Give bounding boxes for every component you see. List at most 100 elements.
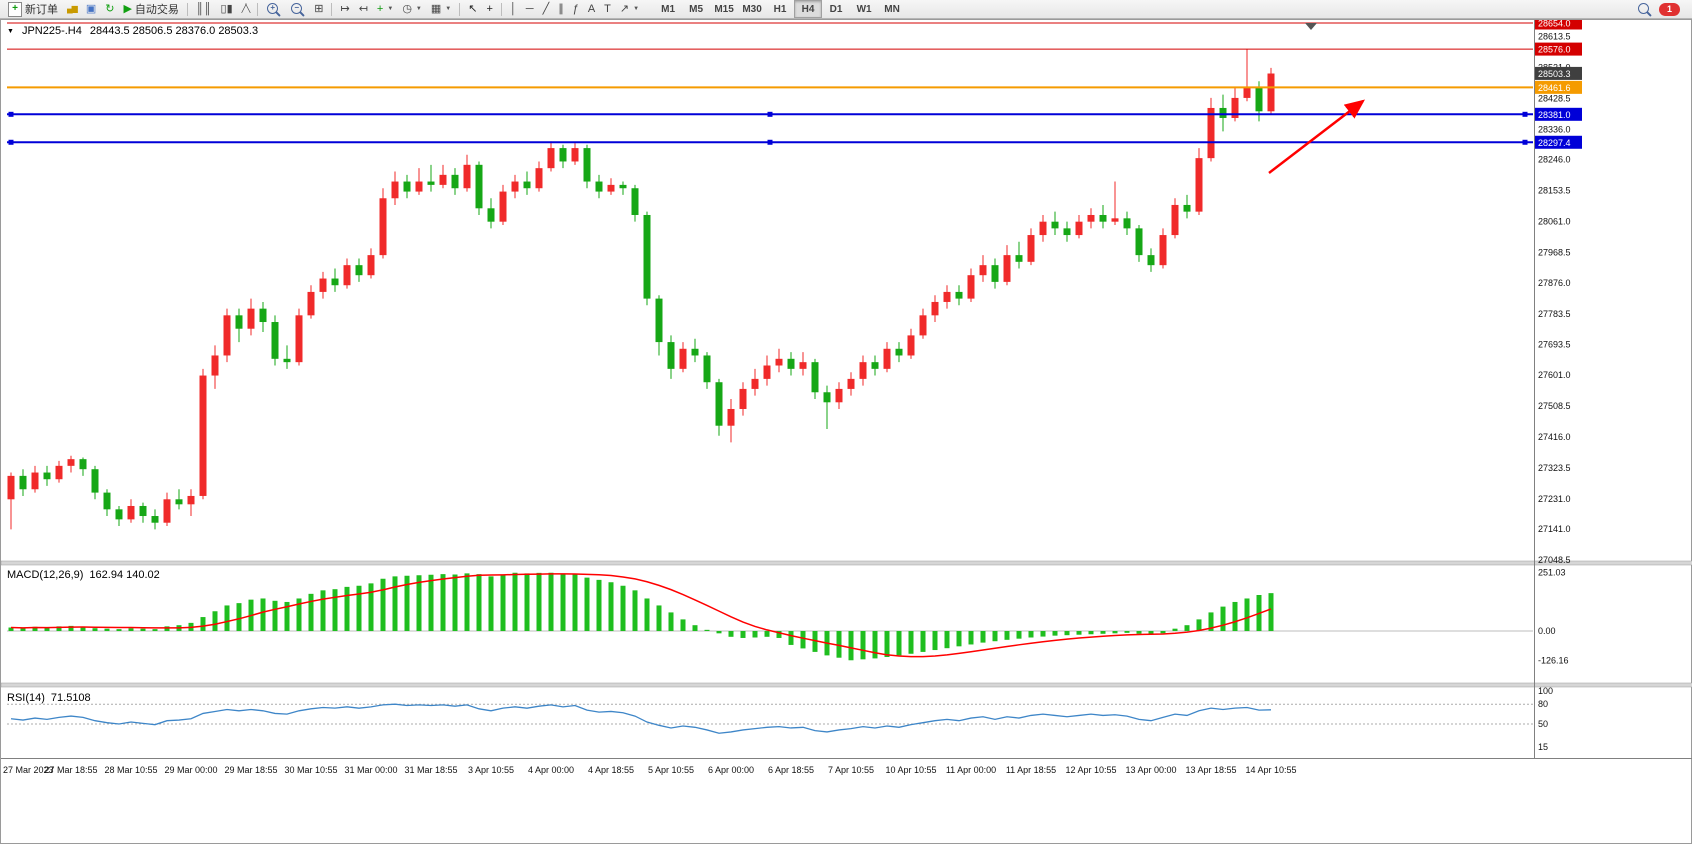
timeframe-m1[interactable]: M1 <box>661 3 676 15</box>
line-handle[interactable] <box>1522 111 1528 117</box>
label-button[interactable]: T <box>600 0 615 19</box>
svg-text:27783.5: 27783.5 <box>1538 309 1571 319</box>
macd-signal-line <box>10 573 1272 658</box>
main-toolbar: + 新订单 ▄▆ ▣ ↻ ▶ 自动交易 ║║ ▯▮ ╱╲ + − ⊞ ↦ ↤ + ▼ ◷ ▼ ▦ ▼ ↖ + │ ─ ╱ ∥ ƒ A T ↗… <box>0 0 1692 19</box>
zoom-out-icon: − <box>290 2 305 17</box>
new-order-button[interactable]: + 新订单 <box>4 0 62 19</box>
svg-text:28576.0: 28576.0 <box>1538 45 1571 55</box>
chart-shift-marker[interactable] <box>1305 23 1317 30</box>
svg-text:28336.0: 28336.0 <box>1538 124 1571 134</box>
svg-text:27 Mar 18:55: 27 Mar 18:55 <box>44 765 97 775</box>
svg-text:27876.0: 27876.0 <box>1538 278 1571 288</box>
chart-shift-button[interactable]: ↤ <box>355 0 372 19</box>
rsi-label: RSI(14) 71.5108 <box>7 692 91 704</box>
fibonacci-button[interactable]: ƒ <box>569 0 583 19</box>
line-handle[interactable] <box>8 111 14 117</box>
indicators-button[interactable]: + ▼ <box>373 0 397 19</box>
drawn-arrow[interactable] <box>1268 99 1365 174</box>
text-icon: A <box>587 2 596 15</box>
periods-button[interactable]: ◷ ▼ <box>398 0 426 19</box>
channel-button[interactable]: ∥ <box>554 0 568 19</box>
timeframe-d1[interactable]: D1 <box>829 3 843 15</box>
timeframe-m30[interactable]: M30 <box>742 3 762 15</box>
panel-separator[interactable] <box>1 560 1692 566</box>
line-handle[interactable] <box>1522 139 1528 145</box>
svg-text:27141.0: 27141.0 <box>1538 524 1571 534</box>
auto-scroll-button[interactable]: ↦ <box>336 0 353 19</box>
svg-text:6 Apr 00:00: 6 Apr 00:00 <box>708 765 754 775</box>
timeframe-h1[interactable]: H1 <box>773 3 787 15</box>
chart-menu-arrow[interactable]: ▼ <box>7 27 14 35</box>
svg-text:27231.0: 27231.0 <box>1538 494 1571 504</box>
svg-text:14 Apr 10:55: 14 Apr 10:55 <box>1245 765 1296 775</box>
panel-separator[interactable] <box>1 682 1692 688</box>
new-chart-button[interactable]: ▄▆ <box>63 0 81 19</box>
timeframe-w1[interactable]: W1 <box>856 3 872 15</box>
ohlc-bars-button[interactable]: ║║ <box>192 0 216 19</box>
fibonacci-icon: ƒ <box>572 2 579 15</box>
price-badge <box>1535 42 1582 56</box>
vertical-line-button[interactable]: │ <box>506 0 521 19</box>
toolbar-separator <box>500 2 502 16</box>
autotrading-button[interactable]: ▶ 自动交易 <box>119 0 182 19</box>
price-axis[interactable]: 28613.528521.028428.528336.028246.028153… <box>1535 20 1582 565</box>
toolbar-separator <box>257 2 259 16</box>
svg-text:13 Apr 00:00: 13 Apr 00:00 <box>1125 765 1176 775</box>
svg-text:27601.0: 27601.0 <box>1538 370 1571 380</box>
svg-text:27416.0: 27416.0 <box>1538 432 1571 442</box>
line-handle[interactable] <box>767 111 773 117</box>
svg-text:28461.6: 28461.6 <box>1538 83 1571 93</box>
candlestick-icon: ▯▮ <box>220 2 233 15</box>
svg-text:50: 50 <box>1538 719 1548 729</box>
cursor-button[interactable]: ↖ <box>464 0 481 19</box>
svg-text:-126.16: -126.16 <box>1538 655 1569 665</box>
rsi-name: RSI(14) <box>7 692 45 704</box>
crosshair-button[interactable]: + <box>482 0 496 19</box>
timeframe-mn[interactable]: MN <box>884 3 900 15</box>
chart-window: 28613.528521.028428.528336.028246.028153… <box>0 19 1692 844</box>
timeframe-m5[interactable]: M5 <box>689 3 704 15</box>
svg-text:3 Apr 10:55: 3 Apr 10:55 <box>468 765 514 775</box>
alerts-badge[interactable]: 1 <box>1659 2 1680 16</box>
candlestick-chart-button[interactable]: ▯▮ <box>217 0 237 19</box>
rsi-panel: 100 80 50 15 <box>7 686 1553 752</box>
horizontal-line-icon: ─ <box>525 2 534 15</box>
svg-text:7 Apr 10:55: 7 Apr 10:55 <box>828 765 874 775</box>
svg-text:30 Mar 10:55: 30 Mar 10:55 <box>284 765 337 775</box>
chart-canvas[interactable]: 28613.528521.028428.528336.028246.028153… <box>1 20 1692 844</box>
chevron-down-icon: ▼ <box>387 6 394 12</box>
macd-values: 162.94 140.02 <box>89 569 160 581</box>
templates-button[interactable]: ▦ ▼ <box>427 0 455 19</box>
toolbar-separator <box>459 2 461 16</box>
line-chart-button[interactable]: ╱╲ <box>238 0 254 19</box>
ohlc-bars-icon: ║║ <box>195 2 212 15</box>
svg-text:28061.0: 28061.0 <box>1538 216 1571 226</box>
line-handle[interactable] <box>767 139 773 145</box>
svg-text:31 Mar 00:00: 31 Mar 00:00 <box>344 765 397 775</box>
profiles-button[interactable]: ▣ <box>82 0 100 19</box>
chevron-down-icon: ▼ <box>445 6 452 12</box>
refresh-button[interactable]: ↻ <box>101 0 118 19</box>
timeframe-m15[interactable]: M15 <box>714 3 734 15</box>
svg-text:28153.5: 28153.5 <box>1538 185 1571 195</box>
line-handle[interactable] <box>8 139 14 145</box>
price-badge <box>1535 80 1582 94</box>
horizontal-line-button[interactable]: ─ <box>522 0 538 19</box>
arrows-button[interactable]: ↗ ▼ <box>616 0 643 19</box>
text-button[interactable]: A <box>584 0 599 19</box>
auto-scroll-icon: ↦ <box>340 2 350 15</box>
trendline-button[interactable]: ╱ <box>539 0 554 19</box>
zoom-in-button[interactable]: + <box>262 0 285 19</box>
svg-text:31 Mar 18:55: 31 Mar 18:55 <box>404 765 457 775</box>
svg-text:4 Apr 00:00: 4 Apr 00:00 <box>528 765 574 775</box>
zoom-in-icon: + <box>266 2 281 17</box>
svg-text:15: 15 <box>1538 742 1548 752</box>
timeframe-group: M1 M5 M15 M30 H1 H4 D1 W1 MN <box>654 0 906 18</box>
zoom-out-button[interactable]: − <box>286 0 309 19</box>
tile-windows-button[interactable]: ⊞ <box>310 0 327 19</box>
text-label-icon: T <box>604 2 611 15</box>
timeframe-h4[interactable]: H4 <box>794 0 823 18</box>
search-icon[interactable] <box>1637 2 1652 17</box>
